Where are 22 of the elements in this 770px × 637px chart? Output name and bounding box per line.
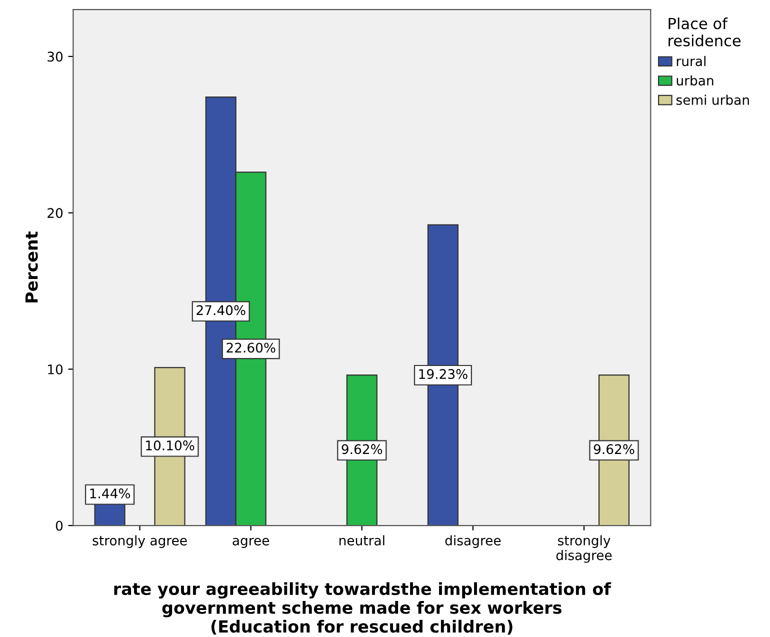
x-tick-label: disagree xyxy=(445,535,501,548)
x-tick-label: strongly disagree xyxy=(556,535,612,563)
y-tick-label: 30 xyxy=(48,52,63,62)
data-label: 1.44% xyxy=(90,488,130,498)
x-tick-label: neutral xyxy=(340,535,384,546)
x-axis-title: rate your agreeability towardsthe implementation of government scheme made for sex workers (Education for rescued children) xyxy=(114,582,612,635)
data-label: 22.60% xyxy=(226,342,276,353)
data-label: 9.62% xyxy=(342,444,382,454)
data-label: 19.23% xyxy=(419,369,468,380)
data-label: 27.40% xyxy=(196,305,246,316)
legend-label: semi urban xyxy=(676,94,749,105)
y-tick-label: 20 xyxy=(48,208,63,218)
x-tick-label: agree xyxy=(232,538,270,548)
y-axis-title: Percent xyxy=(25,232,38,302)
y-tick-label: 0 xyxy=(56,520,63,531)
legend-label: urban xyxy=(676,75,714,86)
legend-title: Place of residence xyxy=(668,17,741,46)
legend-label: rural xyxy=(676,56,706,66)
data-label: 10.10% xyxy=(146,440,194,450)
data-label: 9.62% xyxy=(594,444,634,454)
x-tick-label: strongly agree xyxy=(92,535,187,548)
y-tick-label: 10 xyxy=(48,364,63,374)
